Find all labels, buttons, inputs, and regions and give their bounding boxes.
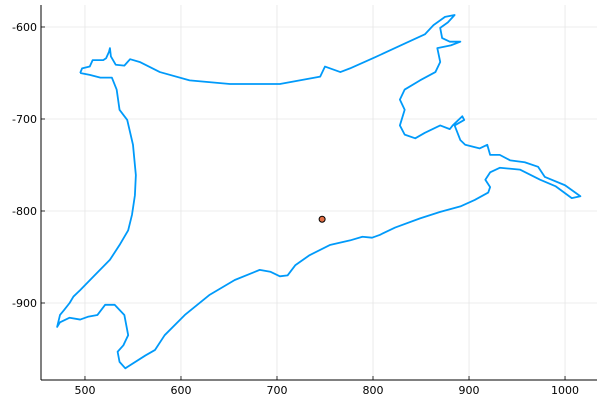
x-tick-label: 1000 [551,384,579,397]
y-tick-label: -700 [12,113,37,126]
x-tick-label: 800 [363,384,384,397]
x-tick-label: 900 [459,384,480,397]
y-tick-label: -600 [12,21,37,34]
x-tick-label: 500 [74,384,95,397]
outline-line [56,14,582,370]
x-tick-label: 600 [170,384,191,397]
x-tick-label: 700 [266,384,287,397]
y-tick-label: -900 [12,297,37,310]
scatter-point [318,215,326,223]
y-tick-label: -800 [12,205,37,218]
